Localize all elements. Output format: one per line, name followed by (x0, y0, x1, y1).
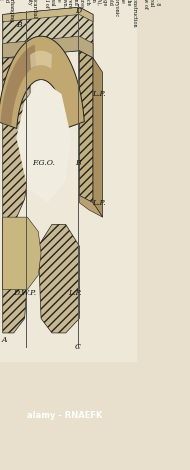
Polygon shape (3, 36, 93, 58)
Text: L.P.: L.P. (92, 199, 105, 207)
Text: L.P.: L.P. (92, 90, 105, 98)
Text: D.W.P.: D.W.P. (13, 289, 36, 297)
Polygon shape (79, 51, 93, 203)
Polygon shape (3, 224, 27, 333)
Polygon shape (0, 36, 84, 128)
Polygon shape (30, 51, 52, 69)
Text: D: D (75, 7, 81, 15)
Polygon shape (79, 196, 103, 217)
Polygon shape (93, 58, 103, 217)
Polygon shape (16, 79, 71, 203)
Text: B: B (16, 21, 22, 29)
Polygon shape (3, 7, 93, 22)
Polygon shape (3, 217, 41, 290)
Polygon shape (3, 58, 30, 224)
Polygon shape (1, 45, 36, 126)
Text: alamy - RNAEFK: alamy - RNAEFK (27, 411, 102, 421)
Text: B: B (75, 159, 81, 167)
Text: A: A (1, 336, 7, 344)
Polygon shape (38, 224, 79, 333)
Text: F.G.O.: F.G.O. (32, 159, 55, 167)
Polygon shape (3, 7, 93, 65)
Text: C: C (75, 344, 81, 352)
Text: Fig. 8  Dorsal view of the reconstruction of the same embryonic shield (stage II: Fig. 8 Dorsal view of the reconstruction… (0, 0, 160, 28)
Text: L.P.: L.P. (68, 289, 82, 297)
